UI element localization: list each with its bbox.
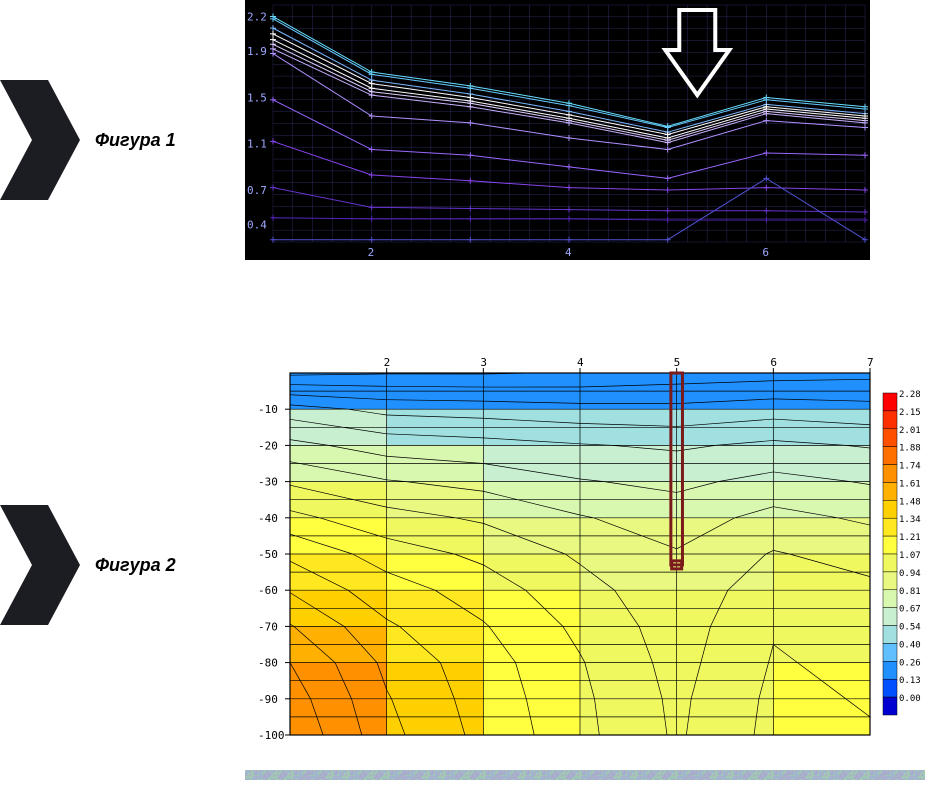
- figure2-heatmap: 2 3 4 5 6 7 -10 -20 -30 -40 -50 -60 -70 -80 -90 -100 2.2…: [245, 355, 925, 740]
- svg-text:4: 4: [577, 356, 584, 369]
- svg-text:1.9: 1.9: [247, 45, 267, 58]
- noise-strip: [245, 770, 925, 780]
- svg-text:1.88: 1.88: [899, 444, 921, 454]
- svg-text:0.13: 0.13: [899, 676, 921, 686]
- svg-text:-80: -80: [258, 657, 278, 670]
- svg-text:1.1: 1.1: [247, 138, 267, 151]
- chevron-icon: [0, 505, 80, 625]
- svg-text:1.74: 1.74: [899, 462, 921, 472]
- svg-text:-70: -70: [258, 620, 278, 633]
- svg-text:2.01: 2.01: [899, 426, 921, 436]
- figure1-line-chart: 0.4 0.7 1.1 1.5 1.9 2.2 2 4 6: [245, 0, 870, 260]
- figure2-label-arrow: Фигура 2: [0, 505, 120, 625]
- svg-text:2.28: 2.28: [899, 390, 921, 400]
- svg-text:0.67: 0.67: [899, 605, 921, 615]
- svg-text:-100: -100: [258, 729, 285, 740]
- svg-text:0.40: 0.40: [899, 640, 921, 650]
- svg-text:0.54: 0.54: [899, 623, 921, 633]
- svg-text:6: 6: [762, 246, 769, 259]
- svg-text:0.00: 0.00: [899, 694, 921, 704]
- figure1-label-text: Фигура 1: [95, 130, 176, 151]
- svg-text:0.26: 0.26: [899, 658, 921, 668]
- svg-text:4: 4: [565, 246, 572, 259]
- svg-text:-10: -10: [258, 403, 278, 416]
- figure2-label-text: Фигура 2: [95, 555, 176, 576]
- svg-text:0.94: 0.94: [899, 569, 921, 579]
- svg-text:-40: -40: [258, 512, 278, 525]
- svg-text:6: 6: [770, 356, 777, 369]
- svg-text:-50: -50: [258, 548, 278, 561]
- svg-text:2.2: 2.2: [247, 11, 267, 24]
- svg-text:5: 5: [674, 356, 681, 369]
- figure1-svg: 0.4 0.7 1.1 1.5 1.9 2.2 2 4 6: [245, 0, 870, 260]
- chevron-icon: [0, 80, 80, 200]
- svg-text:-30: -30: [258, 476, 278, 489]
- svg-text:2: 2: [384, 356, 391, 369]
- svg-text:-20: -20: [258, 439, 278, 452]
- svg-text:-90: -90: [258, 693, 278, 706]
- figure2-svg: 2 3 4 5 6 7 -10 -20 -30 -40 -50 -60 -70 -80 -90 -100 2.2…: [245, 355, 925, 740]
- svg-text:-60: -60: [258, 584, 278, 597]
- svg-text:7: 7: [867, 356, 874, 369]
- svg-text:2: 2: [368, 246, 375, 259]
- figure1-label-arrow: Фигура 1: [0, 80, 120, 200]
- svg-text:0.81: 0.81: [899, 587, 921, 597]
- svg-text:1.34: 1.34: [899, 515, 921, 525]
- svg-text:0.7: 0.7: [247, 184, 267, 197]
- svg-text:1.21: 1.21: [899, 533, 921, 543]
- svg-text:1.61: 1.61: [899, 479, 921, 489]
- svg-text:2.15: 2.15: [899, 408, 921, 418]
- svg-text:1.48: 1.48: [899, 497, 921, 507]
- svg-text:1.5: 1.5: [247, 91, 267, 104]
- svg-text:0.4: 0.4: [247, 219, 267, 232]
- svg-text:1.07: 1.07: [899, 551, 921, 561]
- svg-text:3: 3: [480, 356, 487, 369]
